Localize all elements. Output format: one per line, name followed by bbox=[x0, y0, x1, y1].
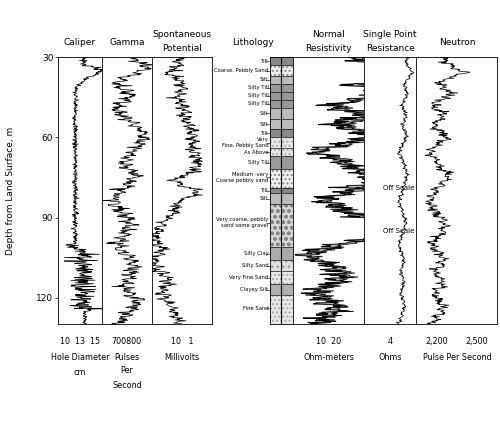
Text: 2,500: 2,500 bbox=[466, 337, 488, 346]
Text: 10  13  15: 10 13 15 bbox=[60, 337, 100, 346]
Text: Resistivity: Resistivity bbox=[306, 44, 352, 53]
Text: Spontaneous: Spontaneous bbox=[152, 30, 212, 39]
Bar bbox=[270, 285, 293, 295]
Text: Neutron: Neutron bbox=[438, 38, 475, 47]
Text: 10  20: 10 20 bbox=[316, 337, 341, 346]
Text: Silt: Silt bbox=[260, 122, 268, 126]
Text: Normal: Normal bbox=[312, 30, 345, 39]
Bar bbox=[270, 84, 293, 92]
Bar bbox=[270, 65, 293, 76]
Text: Coarse, Pebbly Sand: Coarse, Pebbly Sand bbox=[214, 68, 268, 73]
Bar bbox=[270, 129, 293, 137]
Text: Pulses: Pulses bbox=[114, 353, 140, 362]
Text: Millivolts: Millivolts bbox=[164, 353, 200, 362]
Text: Resistance: Resistance bbox=[366, 44, 414, 53]
Text: Pulse Per Second: Pulse Per Second bbox=[422, 353, 491, 362]
Bar bbox=[270, 295, 293, 324]
Text: Depth from Land Surface, m: Depth from Land Surface, m bbox=[6, 127, 16, 255]
Text: Silty Clay: Silty Clay bbox=[244, 251, 268, 256]
Text: Second: Second bbox=[112, 381, 142, 390]
Text: Silty Till: Silty Till bbox=[248, 101, 268, 106]
Bar bbox=[270, 260, 293, 271]
Text: Silt: Silt bbox=[260, 111, 268, 116]
Text: Silty Sand: Silty Sand bbox=[242, 263, 268, 268]
Bar bbox=[270, 271, 293, 285]
Text: Gamma: Gamma bbox=[109, 38, 144, 47]
Bar bbox=[270, 57, 293, 65]
Text: Potential: Potential bbox=[162, 44, 202, 53]
Bar bbox=[270, 170, 293, 188]
Text: Till: Till bbox=[261, 188, 268, 193]
Text: Silt: Silt bbox=[260, 78, 268, 82]
Text: Off Scale: Off Scale bbox=[384, 185, 414, 191]
Text: Silt: Silt bbox=[260, 196, 268, 201]
Text: Very
Fine, Pebbly Sand: Very Fine, Pebbly Sand bbox=[222, 137, 268, 148]
Text: Ohms: Ohms bbox=[378, 353, 402, 362]
Text: cm: cm bbox=[74, 368, 86, 377]
Bar bbox=[270, 193, 293, 204]
Text: As Above: As Above bbox=[244, 150, 268, 155]
Text: Very coarse, pebbly
sand some gravel: Very coarse, pebbly sand some gravel bbox=[216, 218, 268, 228]
Bar bbox=[270, 204, 293, 247]
Bar bbox=[270, 148, 293, 156]
Text: 700800: 700800 bbox=[112, 337, 142, 346]
Text: Silty Till: Silty Till bbox=[248, 93, 268, 98]
Text: Clayey Silt: Clayey Silt bbox=[240, 287, 268, 292]
Text: Fine Sand: Fine Sand bbox=[242, 306, 268, 311]
Text: 2,200: 2,200 bbox=[426, 337, 448, 346]
Text: Lithology: Lithology bbox=[232, 38, 274, 47]
Bar bbox=[270, 92, 293, 100]
Text: 10   1: 10 1 bbox=[170, 337, 193, 346]
Text: Single Point: Single Point bbox=[364, 30, 417, 39]
Text: Very Fine Sand: Very Fine Sand bbox=[229, 275, 268, 280]
Bar bbox=[270, 137, 293, 148]
Bar bbox=[270, 100, 293, 108]
Text: Silty Till: Silty Till bbox=[248, 160, 268, 165]
Bar bbox=[270, 188, 293, 193]
Text: Medium -very
Coarse pebbly sand: Medium -very Coarse pebbly sand bbox=[216, 172, 268, 183]
Bar bbox=[270, 76, 293, 84]
Text: Off Scale: Off Scale bbox=[384, 228, 414, 234]
Text: Per: Per bbox=[120, 366, 134, 375]
Text: Till: Till bbox=[261, 131, 268, 136]
Bar bbox=[270, 119, 293, 129]
Text: Hole Diameter: Hole Diameter bbox=[50, 353, 109, 362]
Bar bbox=[270, 108, 293, 119]
Text: 4: 4 bbox=[388, 337, 392, 346]
Text: Caliper: Caliper bbox=[64, 38, 96, 47]
Bar bbox=[270, 156, 293, 170]
Text: Ohm-meters: Ohm-meters bbox=[303, 353, 354, 362]
Text: Till: Till bbox=[261, 59, 268, 64]
Text: Silty Till: Silty Till bbox=[248, 86, 268, 90]
Bar bbox=[270, 247, 293, 260]
